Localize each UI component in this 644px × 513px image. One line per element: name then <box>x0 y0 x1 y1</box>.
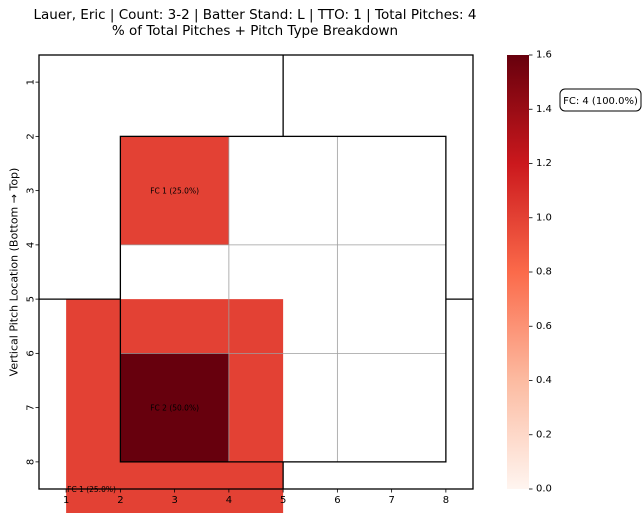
heatmap-cell-lower-inner-top <box>120 353 229 462</box>
x-tick-label: 2 <box>117 495 123 506</box>
colorbar-tick-label: 0.2 <box>536 429 552 440</box>
legend-note-box: FC: 4 (100.0%) <box>559 88 642 112</box>
colorbar-tick-label: 0.8 <box>536 267 552 278</box>
colorbar-tick-label: 1.4 <box>536 104 552 115</box>
y-axis-ticks: 1 2 3 4 5 6 7 8 <box>26 79 39 465</box>
colorbar-ticks: 0.0 0.2 0.4 0.6 0.8 1.0 1.2 1.4 1.6 <box>529 50 552 495</box>
colorbar-tick-label: 0.4 <box>536 375 552 386</box>
y-tick-label: 5 <box>26 296 37 302</box>
colorbar-tick-label: 1.2 <box>536 158 552 169</box>
heatmap-cells <box>39 55 473 513</box>
heatmap-cell-upper-inner-top <box>120 136 229 245</box>
cell-annotations: FC 1 (25.0%) FC 2 (50.0%) FC 1 (25.0%) <box>67 187 199 494</box>
colorbar-tick-label: 1.0 <box>536 212 552 223</box>
x-tick-label: 8 <box>443 495 449 506</box>
y-tick-label: 6 <box>26 350 37 356</box>
x-tick-label: 4 <box>226 495 232 506</box>
cell-annotation-upper-inner: FC 1 (25.0%) <box>150 187 199 196</box>
y-tick-label: 8 <box>26 459 37 465</box>
x-tick-label: 5 <box>280 495 286 506</box>
x-tick-label: 6 <box>334 495 340 506</box>
cell-annotation-lower-inner: FC 2 (50.0%) <box>150 404 199 413</box>
x-axis-ticks: 1 2 3 4 5 6 7 8 <box>63 489 449 506</box>
x-tick-label: 1 <box>63 495 69 506</box>
colorbar-tick-label: 1.6 <box>536 50 552 61</box>
chart-title-line-2: % of Total Pitches + Pitch Type Breakdow… <box>112 23 398 39</box>
plot-frame <box>38 54 474 490</box>
chart-title-line-1: Lauer, Eric | Count: 3-2 | Batter Stand:… <box>34 7 477 23</box>
y-tick-label: 1 <box>26 79 37 85</box>
y-tick-label: 7 <box>26 404 37 410</box>
colorbar <box>507 55 529 489</box>
y-tick-label: 4 <box>26 242 37 248</box>
x-tick-label: 3 <box>171 495 177 506</box>
colorbar-tick-label: 0.0 <box>536 484 552 495</box>
y-axis-label: Vertical Pitch Location (Bottom → Top) <box>8 168 21 377</box>
y-tick-label: 3 <box>26 187 37 193</box>
y-tick-label: 2 <box>26 133 37 139</box>
strike-zone-outline <box>119 135 447 463</box>
x-tick-label: 7 <box>388 495 394 506</box>
cell-annotation-lower-left-outer: FC 1 (25.0%) <box>67 485 116 494</box>
legend-note-text: FC: 4 (100.0%) <box>563 96 638 107</box>
legend-note-frame <box>559 88 642 112</box>
outer-zone-dividers <box>39 55 473 489</box>
colorbar-tick-label: 0.6 <box>536 321 552 332</box>
inner-grid-lines <box>120 136 446 462</box>
